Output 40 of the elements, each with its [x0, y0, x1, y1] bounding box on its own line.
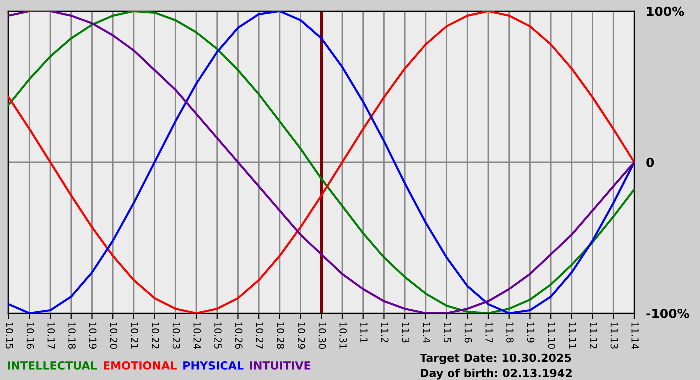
text: PHYSICAL — [184, 362, 244, 370]
x-tick-label: 11.2 — [382, 322, 389, 343]
x-tick-label: 10.26 — [235, 322, 243, 350]
x-tick-label: 10.15 — [6, 322, 14, 349]
x-tick-label: 10.23 — [172, 322, 180, 349]
x-tick-label: 11.12 — [590, 322, 598, 349]
x-tick-label: 10.18 — [68, 322, 76, 349]
x-tick-label: 10.19 — [89, 322, 97, 349]
x-tick-label: 11.14 — [632, 322, 639, 350]
text: Day of birth: 02.13.1942 — [421, 368, 572, 380]
text: Target Date: 10.30.2025 — [420, 354, 572, 364]
x-tick-label: 10.27 — [256, 322, 264, 349]
x-tick-label: 11.6 — [464, 322, 472, 343]
x-tick-label: 11.5 — [444, 322, 452, 343]
x-tick-label: 11.1 — [360, 322, 368, 343]
y-tick-label: -100% — [646, 308, 690, 318]
x-tick-label: 11.11 — [569, 322, 576, 349]
x-tick-label: 11.10 — [548, 322, 556, 350]
y-tick-label: 100% — [647, 6, 684, 16]
text: EMOTIONAL — [104, 362, 177, 370]
x-tick-label: 10.20 — [110, 322, 118, 350]
x-tick-label: 10.24 — [194, 322, 202, 350]
x-tick-label: 10.25 — [214, 322, 222, 349]
x-tick-label: 10.31 — [340, 322, 348, 349]
x-tick-label: 10.22 — [152, 322, 160, 349]
x-tick-label: 10.17 — [48, 322, 56, 349]
x-tick-label: 11.13 — [610, 322, 618, 349]
text: INTUITIVE — [250, 362, 311, 370]
text: INTELLECTUAL — [8, 362, 98, 370]
x-tick-label: 10.16 — [26, 322, 34, 350]
x-tick-label: 11.8 — [506, 322, 514, 343]
x-tick-label: 11.7 — [486, 322, 493, 343]
x-tick-label: 11.4 — [423, 322, 430, 343]
x-tick-label: 10.29 — [298, 322, 306, 349]
x-tick-label: 11.9 — [527, 322, 535, 343]
y-tick-label: 0 — [646, 158, 654, 168]
x-tick-label: 10.28 — [277, 322, 284, 349]
x-tick-label: 10.30 — [318, 322, 326, 350]
x-tick-label: 10.21 — [131, 322, 138, 349]
x-tick-label: 11.3 — [402, 322, 410, 343]
